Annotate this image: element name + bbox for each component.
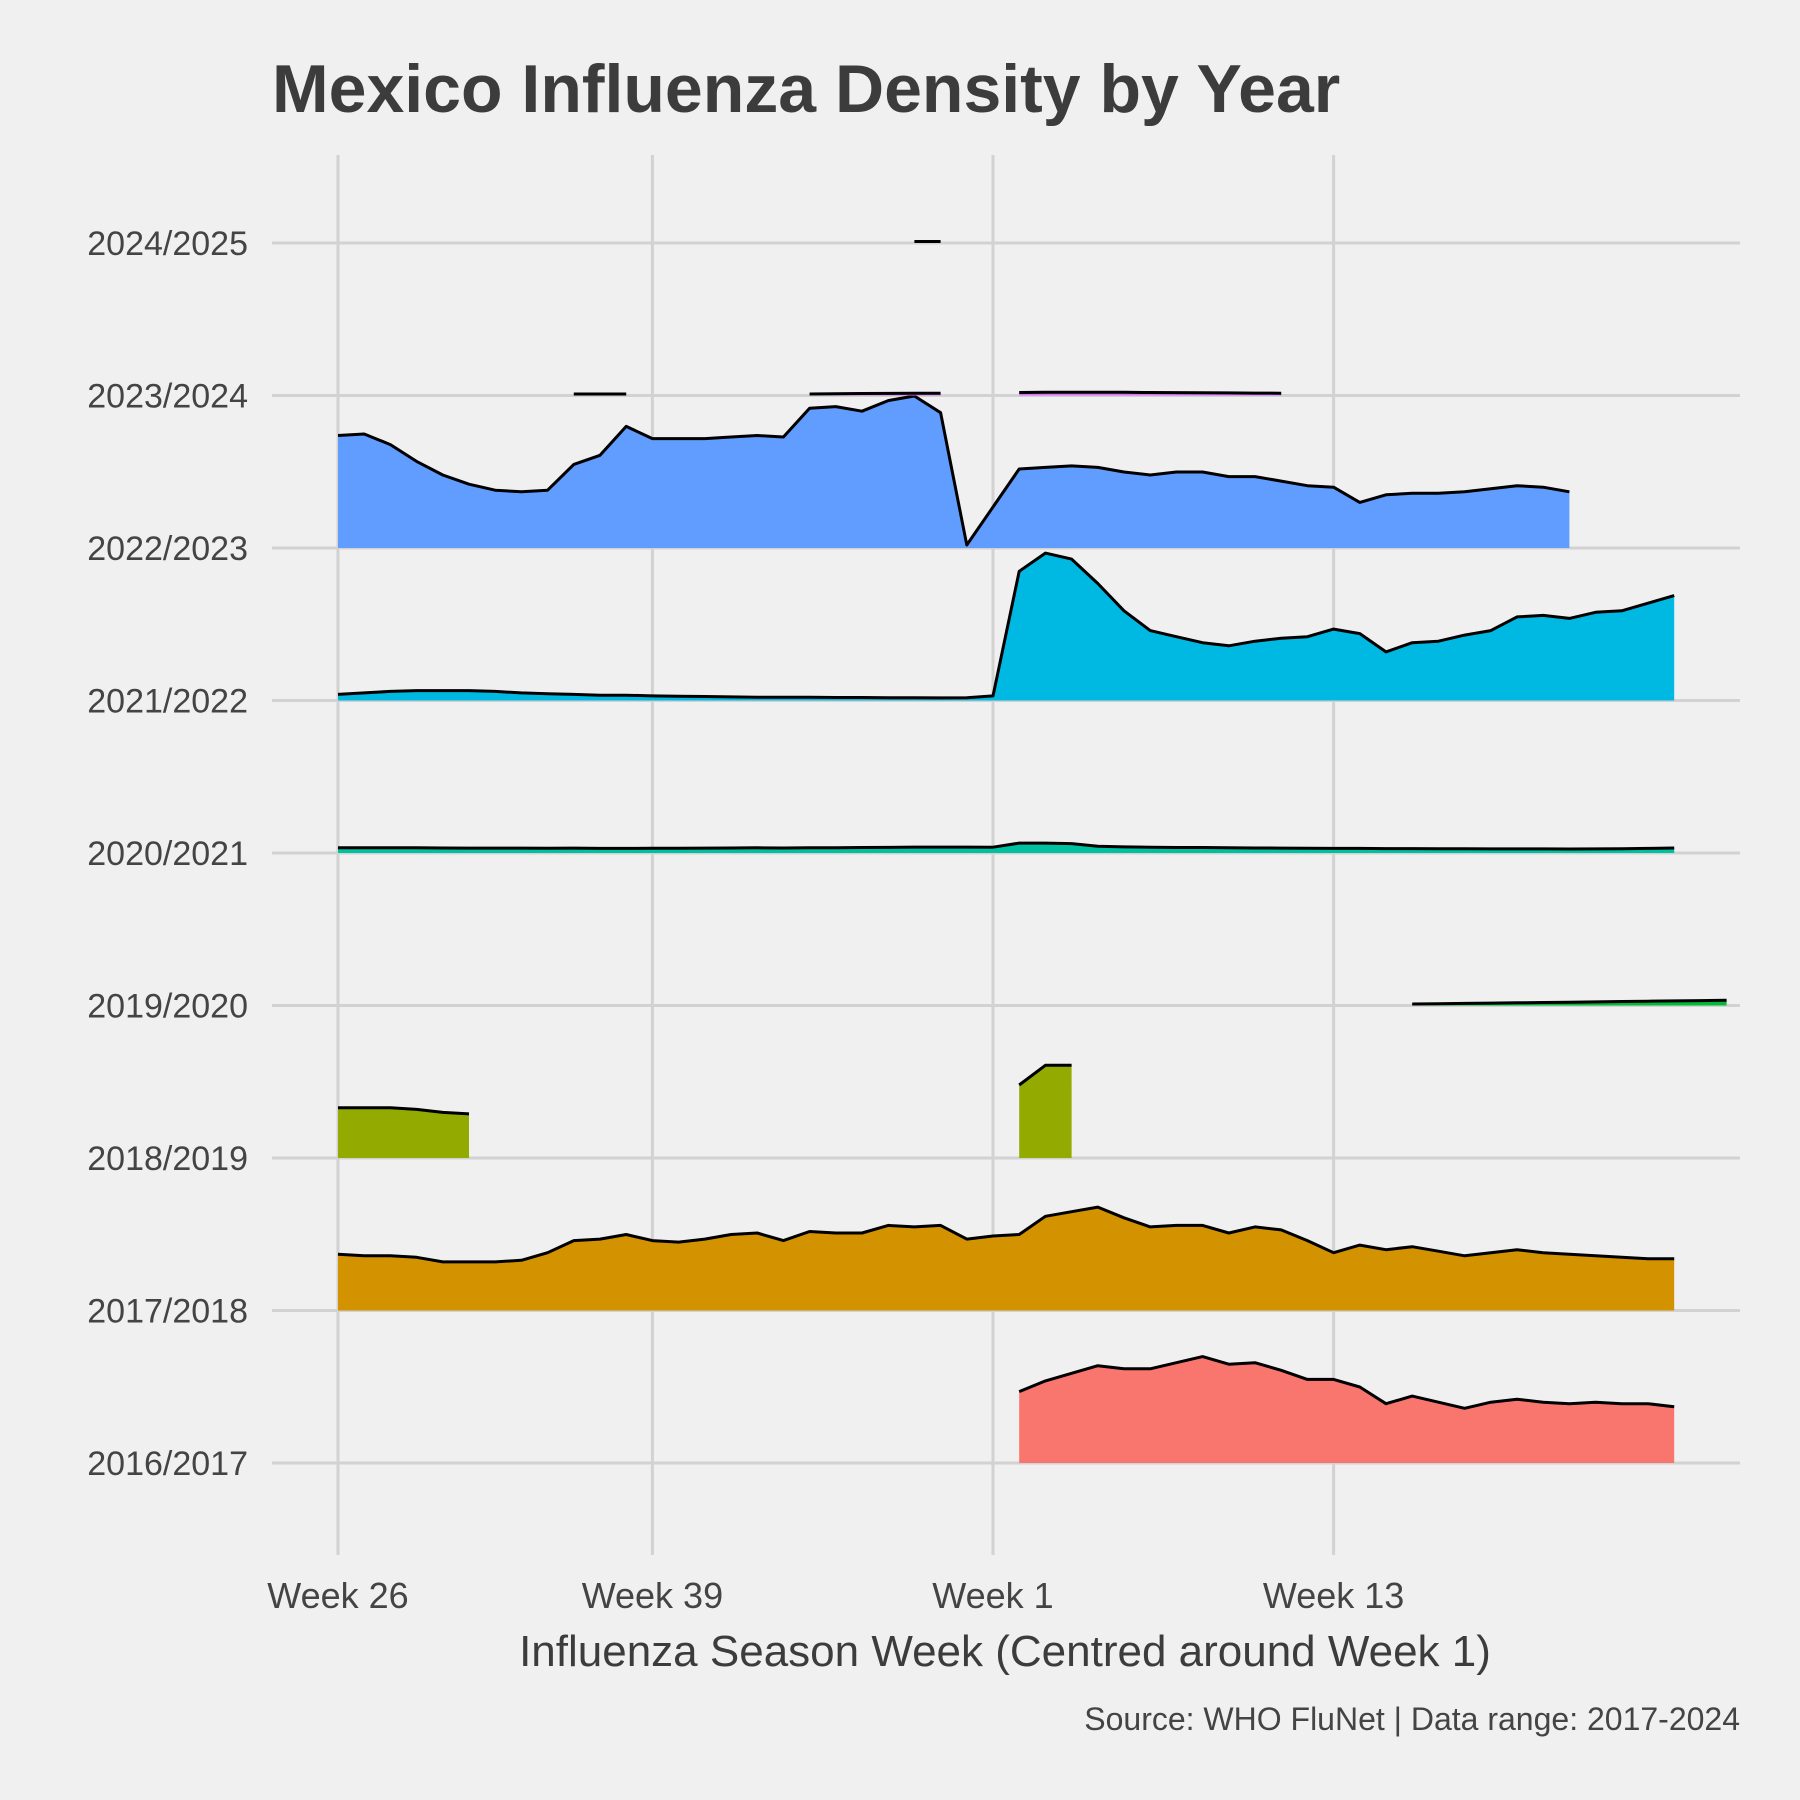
ridge-2024-2025 [914, 240, 941, 243]
y-tick-label: 2016/2017 [87, 1445, 248, 1483]
ridge-2023-2024 [573, 390, 1282, 396]
ridge-area [1019, 1065, 1072, 1158]
y-tick-label: 2023/2024 [87, 378, 248, 416]
series-areas [337, 240, 1727, 1463]
ridge-outline [1412, 998, 1727, 1006]
ridge-area [338, 1107, 469, 1158]
x-tick-label: Week 1 [932, 1575, 1053, 1616]
ridge-area [1019, 1356, 1675, 1463]
ridge-outline [337, 1205, 1675, 1264]
y-tick-label: 2022/2023 [87, 530, 248, 568]
ridge-outline [337, 394, 1570, 547]
ridge-outline [1018, 1063, 1072, 1087]
y-tick-label: 2020/2021 [87, 835, 248, 873]
ridge-2019-2020 [1412, 998, 1727, 1006]
ridge-area [338, 553, 1675, 701]
ridge-2017-2018 [337, 1205, 1675, 1311]
ridge-2021-2022 [337, 551, 1675, 701]
y-tick-label: 2021/2022 [87, 683, 248, 721]
ridge-2022-2023 [337, 394, 1570, 548]
ridge-outline [338, 841, 1675, 851]
ridge-2018-2019 [338, 1063, 1072, 1158]
ridge-outline [1018, 1355, 1675, 1410]
x-tick-label: Week 13 [1263, 1575, 1404, 1616]
ridge-area [338, 843, 1675, 853]
y-tick-label: 2019/2020 [87, 988, 248, 1026]
source-caption: Source: WHO FluNet | Data range: 2017-20… [1084, 1701, 1740, 1737]
ridge-outline [1019, 390, 1282, 395]
ridge-outline [809, 391, 941, 396]
ridge-2016-2017 [1018, 1355, 1675, 1463]
ridge-area [338, 396, 1570, 548]
ridge-2020-2021 [338, 841, 1675, 853]
x-tick-label: Week 26 [267, 1575, 408, 1616]
y-axis-ticks: 2016/2017 2017/2018 2018/2019 2019/2020 2020… [87, 225, 248, 1483]
ridge-outline [337, 551, 1675, 700]
y-tick-label: 2024/2025 [87, 225, 248, 263]
ridge-area [338, 1207, 1675, 1311]
y-tick-label: 2017/2018 [87, 1293, 248, 1331]
grid-lines [272, 155, 1740, 1555]
x-tick-label: Week 39 [582, 1575, 723, 1616]
x-axis-label: Influenza Season Week (Centred around We… [519, 1627, 1491, 1676]
ridge-outline [338, 1106, 470, 1116]
y-tick-label: 2018/2019 [87, 1140, 248, 1178]
x-axis-ticks: Week 26 Week 39 Week 1 Week 13 [267, 1575, 1404, 1616]
chart-title: Mexico Influenza Density by Year [272, 51, 1340, 127]
